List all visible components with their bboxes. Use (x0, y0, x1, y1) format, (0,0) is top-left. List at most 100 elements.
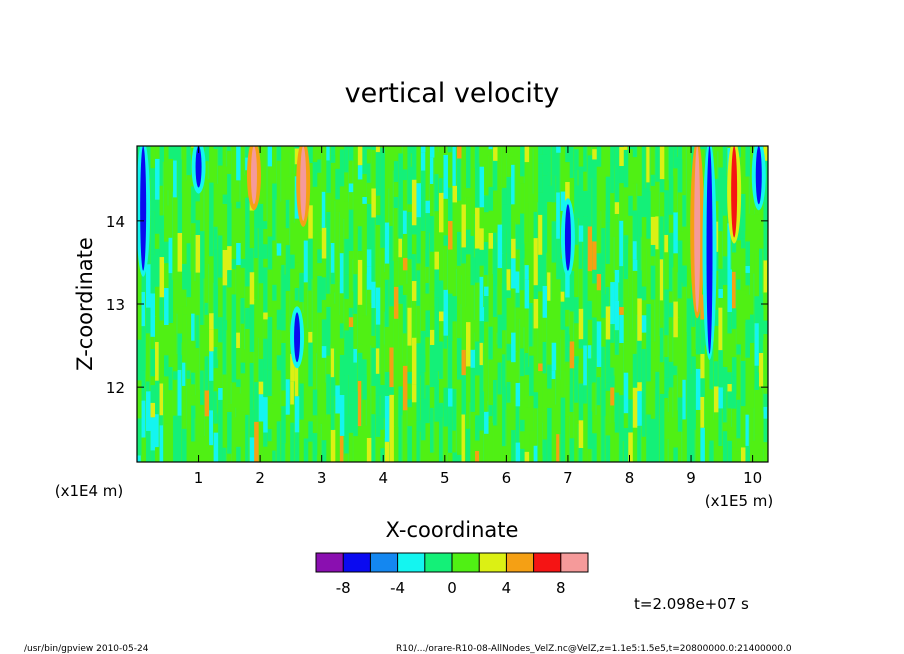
field-cell (267, 166, 274, 187)
field-cell (497, 283, 502, 315)
field-cell (416, 343, 422, 376)
field-cell (596, 290, 601, 310)
field-cell (366, 163, 371, 183)
field-cell (506, 381, 511, 403)
field-cell (596, 253, 603, 274)
field-cell (758, 229, 765, 249)
field-cell (479, 207, 484, 229)
field-cell (443, 289, 449, 336)
field-cell (213, 285, 218, 329)
field-cell (736, 344, 742, 355)
field-cell (520, 258, 524, 269)
field-cell (312, 311, 317, 354)
field-cell (574, 218, 578, 245)
field-cell (420, 354, 427, 373)
field-cell (447, 152, 453, 188)
field-cell (556, 146, 562, 153)
field-cell (745, 357, 751, 402)
field-cell (673, 253, 679, 273)
field-cell (628, 149, 635, 196)
field-cell (601, 416, 605, 462)
field-cell (416, 183, 422, 218)
field-cell (758, 411, 765, 450)
field-cell (740, 322, 745, 361)
field-cell (240, 430, 247, 462)
field-cell (407, 407, 413, 427)
field-cell (722, 215, 728, 257)
colorbar-tick-label: 8 (556, 579, 566, 597)
field-cell (402, 195, 407, 211)
field-cell (533, 328, 538, 371)
field-cell (362, 273, 366, 316)
field-cell (677, 397, 683, 432)
field-cell (583, 430, 588, 462)
field-cell (484, 286, 490, 297)
field-cell (511, 204, 516, 223)
field-cell (245, 307, 250, 329)
field-cell (628, 258, 633, 296)
field-cell (366, 393, 371, 438)
field-cell (457, 166, 461, 201)
field-cell (285, 290, 290, 333)
field-cell (213, 146, 218, 149)
field-cell (434, 146, 439, 152)
field-cell (659, 300, 664, 318)
field-cell (646, 238, 651, 284)
field-cell (200, 231, 205, 279)
field-cell (497, 224, 504, 269)
field-cell (727, 146, 732, 148)
field-cell (353, 199, 359, 235)
field-cell (443, 154, 449, 199)
field-cell (294, 218, 300, 263)
field-cell (398, 191, 404, 239)
field-cell (722, 422, 728, 432)
field-cell (700, 146, 706, 150)
field-cell (330, 242, 335, 273)
field-cell (533, 299, 540, 329)
field-cell (213, 359, 219, 369)
field-cell (565, 416, 570, 454)
field-cell (227, 403, 232, 412)
field-cell (263, 397, 269, 433)
field-cell (745, 213, 751, 230)
field-cell (326, 246, 330, 294)
x-tick-label: 2 (255, 469, 265, 487)
field-cell (398, 303, 403, 338)
field-cell (547, 185, 553, 202)
field-cell (587, 226, 593, 272)
field-cell (362, 315, 368, 360)
field-cell (520, 376, 525, 401)
field-cell (146, 381, 150, 392)
field-cell (596, 211, 601, 254)
field-cell (727, 311, 732, 334)
field-cell (375, 195, 381, 216)
field-cell (195, 389, 202, 425)
field-cell (511, 430, 516, 462)
field-cell (276, 421, 281, 454)
x-tick-label: 10 (743, 469, 762, 487)
field-cell (339, 186, 345, 219)
field-cell (677, 282, 682, 299)
field-cell (389, 394, 395, 441)
field-cell (276, 146, 282, 161)
field-cell (461, 146, 467, 163)
field-cell (610, 375, 615, 388)
field-cell (614, 300, 620, 331)
field-cell (632, 270, 638, 315)
field-cell (177, 159, 182, 193)
field-cell (371, 149, 376, 189)
field-cell (488, 248, 492, 275)
field-cell (308, 189, 315, 206)
field-cell (578, 308, 585, 340)
field-cell (240, 410, 246, 431)
field-cell (524, 374, 529, 408)
field-cell (650, 265, 656, 300)
field-cell (281, 342, 286, 391)
field-cell (592, 149, 598, 160)
field-cell (186, 146, 191, 156)
field-cell (159, 415, 163, 426)
colorbar-swatch (397, 553, 425, 572)
field-cell (249, 272, 256, 305)
field-cell (276, 370, 281, 408)
field-cell (344, 442, 349, 454)
